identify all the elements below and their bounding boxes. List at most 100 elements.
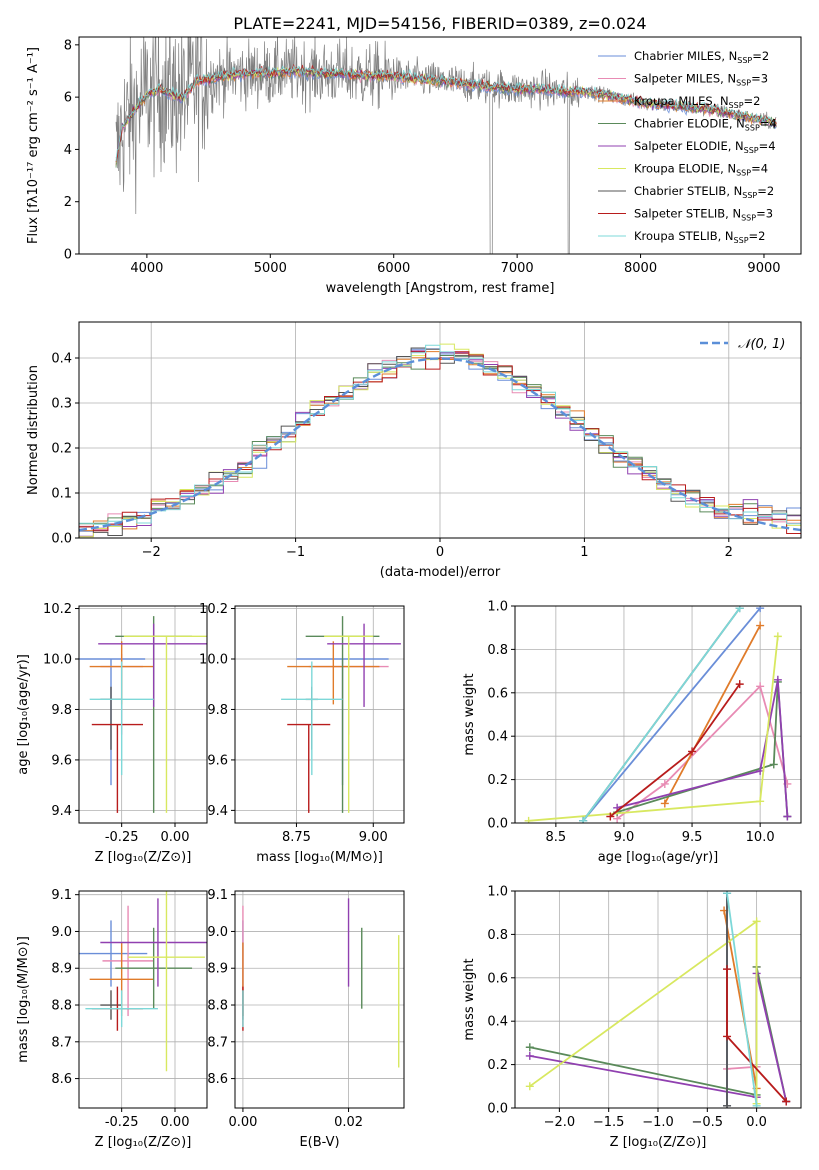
axes-frame bbox=[78, 890, 208, 1109]
panel-age-vs-mass: 8.75 9.00 9.4 9.6 9.8 10.0 10.2 mass [log₁₀(M/M… bbox=[199, 602, 405, 865]
x-tick-label: 0.00 bbox=[228, 1115, 257, 1130]
plot-area bbox=[79, 891, 207, 1072]
weight-marker bbox=[735, 606, 744, 613]
y-axis-label: mass [log₁₀(M/M⊙)] bbox=[16, 936, 31, 1063]
weight-marker bbox=[782, 1097, 791, 1106]
error-point bbox=[100, 686, 122, 750]
legend-subscript: SSP bbox=[742, 191, 757, 200]
axes-frame bbox=[78, 36, 802, 255]
histogram-series bbox=[79, 344, 801, 525]
y-tick-label: 9.8 bbox=[51, 703, 72, 718]
weight-marker bbox=[660, 799, 669, 808]
model-spectrum bbox=[115, 65, 777, 162]
error-point bbox=[287, 641, 380, 705]
weight-marker bbox=[525, 1082, 534, 1091]
weight-line bbox=[609, 683, 741, 818]
weight-marker bbox=[723, 891, 732, 898]
y-tick-label: 4 bbox=[64, 143, 72, 158]
legend: 𝒩(0, 1) bbox=[700, 337, 785, 352]
weight-marker bbox=[723, 1101, 732, 1108]
legend-subscript: SSP bbox=[734, 236, 749, 245]
weight-marker bbox=[773, 675, 782, 684]
y-tick-label: 0.0 bbox=[51, 532, 72, 547]
error-point bbox=[79, 920, 148, 987]
legend-count: =3 bbox=[751, 72, 768, 86]
y-tick-label: 8.8 bbox=[51, 999, 72, 1014]
weight-marker bbox=[606, 812, 615, 821]
weight-series bbox=[613, 675, 792, 821]
x-axis-label: Z [log₁₀(Z/Z⊙)] bbox=[95, 1135, 192, 1150]
legend-label: Salpeter STELIB, NSSP=3 bbox=[634, 207, 773, 223]
weight-line bbox=[664, 625, 761, 804]
legend-subscript: SSP bbox=[741, 214, 756, 223]
y-tick-label: 8.6 bbox=[51, 1072, 72, 1087]
legend-label: Kroupa STELIB, NSSP=2 bbox=[634, 229, 765, 245]
weight-series bbox=[524, 632, 782, 823]
panel-age-vs-Z: -0.25 0.00 9.4 9.6 9.8 10.0 10.2 Z [log₁₀(Z/Z⊙)… bbox=[16, 602, 208, 865]
x-tick-label: 9.5 bbox=[682, 830, 703, 845]
y-tick-label: 1.0 bbox=[487, 885, 508, 900]
legend-count: =2 bbox=[757, 184, 774, 198]
y-tick-label: 8.9 bbox=[51, 962, 72, 977]
y-tick-label: 0.0 bbox=[487, 817, 508, 832]
y-tick-label: 10.0 bbox=[199, 652, 228, 667]
legend-label: 𝒩(0, 1) bbox=[738, 337, 785, 352]
legend-label: Salpeter ELODIE, NSSP=4 bbox=[634, 139, 776, 155]
x-axis-label: E(B-V) bbox=[299, 1135, 339, 1150]
y-axis-label: mass weight bbox=[462, 673, 477, 755]
legend-label: Kroupa MILES, NSSP=2 bbox=[634, 94, 760, 110]
error-point bbox=[305, 616, 380, 813]
legend: Chabrier MILES, NSSP=2 Salpeter MILES, NS… bbox=[598, 49, 777, 245]
panel-spectrum: 4000 5000 6000 7000 8000 9000 0 2 4 6 8 wavelength … bbox=[26, 36, 802, 296]
x-tick-label: 0.0 bbox=[746, 1115, 767, 1130]
legend-label: Chabrier STELIB, NSSP=2 bbox=[634, 184, 774, 200]
y-tick-label: 8.6 bbox=[207, 1072, 228, 1087]
y-tick-label: 9.6 bbox=[207, 753, 228, 768]
x-tick-label: −2.0 bbox=[544, 1115, 576, 1130]
weight-marker bbox=[688, 747, 697, 756]
histogram-series bbox=[79, 347, 801, 536]
axes-frame bbox=[234, 890, 405, 1109]
weight-series bbox=[723, 965, 791, 1106]
weight-line bbox=[616, 684, 789, 820]
weight-marker bbox=[783, 812, 792, 821]
weight-marker bbox=[756, 621, 765, 630]
error-point bbox=[91, 723, 143, 813]
legend-count: =2 bbox=[752, 49, 769, 63]
x-tick-label: 5000 bbox=[254, 261, 287, 276]
y-tick-label: 0.4 bbox=[487, 730, 508, 745]
legend-label: Salpeter MILES, NSSP=3 bbox=[634, 72, 768, 88]
y-tick-label: 10.2 bbox=[43, 602, 72, 617]
y-axis-label: mass weight bbox=[462, 958, 477, 1040]
y-tick-label: 8.7 bbox=[207, 1035, 228, 1050]
weight-marker bbox=[773, 632, 782, 641]
weight-line bbox=[582, 607, 741, 822]
weight-series bbox=[660, 621, 765, 808]
y-tick-label: 0.2 bbox=[487, 1058, 508, 1073]
weight-line bbox=[723, 910, 758, 1089]
y-tick-label: 0.1 bbox=[51, 487, 72, 502]
y-tick-label: 6 bbox=[64, 91, 72, 106]
weight-marker bbox=[525, 1051, 534, 1060]
plot-area bbox=[281, 616, 401, 813]
weight-marker bbox=[524, 816, 533, 823]
error-point bbox=[128, 891, 205, 1072]
x-tick-label: 6000 bbox=[377, 261, 410, 276]
y-tick-label: 9.0 bbox=[51, 925, 72, 940]
legend-count: =2 bbox=[744, 94, 761, 108]
panel-weight-vs-age: 8.5 9.0 9.5 10.0 0.0 0.2 0.4 0.6 0.8 1.0 age [log₁… bbox=[462, 600, 802, 865]
y-tick-label: 8.9 bbox=[207, 962, 228, 977]
x-axis-label: Z [log₁₀(Z/Z⊙)] bbox=[95, 850, 192, 865]
weight-marker bbox=[752, 917, 761, 926]
x-tick-label: 7000 bbox=[501, 261, 534, 276]
y-tick-label: 9.6 bbox=[51, 753, 72, 768]
axes-frame bbox=[78, 605, 208, 824]
plot-area bbox=[242, 898, 400, 1068]
legend-count: =2 bbox=[749, 229, 766, 243]
axes-frame bbox=[234, 605, 405, 824]
panel-weight-vs-Z: −2.0 −1.5 −1.0 −0.5 0.0 0.0 0.2 0.4 0.6 0.8 1.0 Z [… bbox=[462, 885, 802, 1150]
legend-label: Kroupa ELODIE, NSSP=4 bbox=[634, 162, 768, 178]
weight-marker bbox=[752, 1101, 761, 1108]
y-tick-label: 10.2 bbox=[199, 602, 228, 617]
